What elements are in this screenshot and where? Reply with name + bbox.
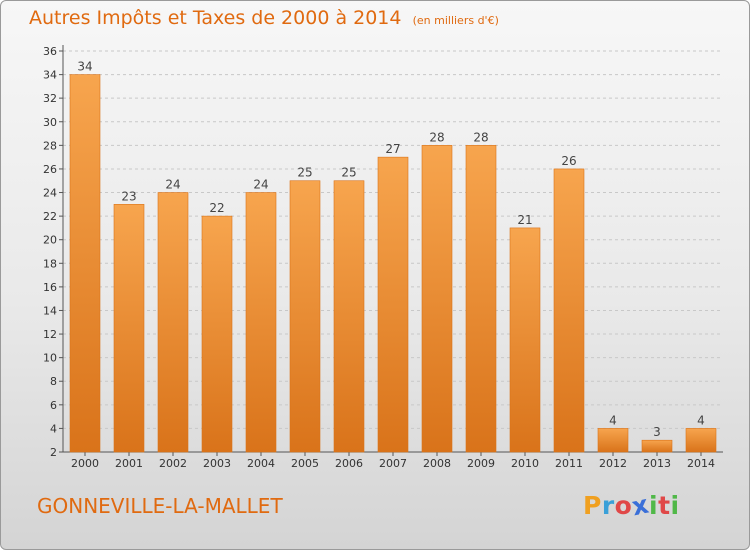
value-label-2003: 22 [209,201,224,215]
y-tick-label: 22 [43,210,57,223]
y-tick-label: 26 [43,163,57,176]
x-tick-label-2009: 2009 [467,457,495,470]
chart-title: Autres Impôts et Taxes de 2000 à 2014 [29,7,402,29]
y-tick-label: 30 [43,116,57,129]
bar-2010 [509,227,541,453]
y-tick-label: 16 [43,281,57,294]
bar-2007 [377,156,409,453]
logo-letter: r [601,491,615,520]
logo-letter: i [649,491,659,520]
value-label-2012: 4 [609,413,617,427]
bar-2003 [201,215,233,453]
y-tick-label: 6 [50,399,57,412]
logo-letter: i [670,491,680,520]
x-tick-label-2013: 2013 [643,457,671,470]
bar-2001 [113,204,145,453]
x-tick-label-2012: 2012 [599,457,627,470]
bar-2005 [289,180,321,453]
y-tick-label: 24 [43,187,57,200]
logo-letter: P [583,491,602,520]
bar-2006 [333,180,365,453]
commune-name: GONNEVILLE-LA-MALLET [37,494,283,518]
y-tick-label: 36 [43,45,57,58]
value-label-2011: 26 [561,154,576,168]
y-tick-label: 2 [50,446,57,459]
bar-2000 [69,74,101,453]
value-label-2008: 28 [429,130,444,144]
logo-letter: o [614,491,633,520]
value-label-2002: 24 [165,178,180,192]
proxiti-logo[interactable]: Proxiti [583,490,680,522]
y-tick-label: 18 [43,257,57,270]
value-label-2009: 28 [473,130,488,144]
bar-2009 [465,145,497,453]
title-block: Autres Impôts et Taxes de 2000 à 2014 (e… [29,7,499,29]
bar-2014 [685,428,717,453]
value-label-2010: 21 [517,213,532,227]
y-tick-label: 8 [50,375,57,388]
x-tick-label-2011: 2011 [555,457,583,470]
value-label-2004: 24 [253,178,268,192]
y-tick-label: 28 [43,139,57,152]
x-tick-label-2007: 2007 [379,457,407,470]
y-tick-label: 34 [43,69,57,82]
value-label-2000: 34 [77,60,92,74]
bar-2011 [553,168,585,453]
bars [69,74,717,453]
value-label-2007: 27 [385,142,400,156]
x-tick-label-2004: 2004 [247,457,275,470]
x-tick-label-2003: 2003 [203,457,231,470]
y-tick-label: 4 [50,422,57,435]
bar-2002 [157,192,189,453]
y-tick-label: 12 [43,328,57,341]
x-tick-label-2010: 2010 [511,457,539,470]
x-tick-label-2000: 2000 [71,457,99,470]
value-label-2014: 4 [697,413,705,427]
value-label-2006: 25 [341,166,356,180]
y-tick-label: 10 [43,352,57,365]
y-tick-label: 32 [43,92,57,105]
x-tick-label-2008: 2008 [423,457,451,470]
x-tick-label-2005: 2005 [291,457,319,470]
bar-2013 [641,439,673,453]
x-tick-label-2014: 2014 [687,457,715,470]
bar-2004 [245,192,277,453]
y-tick-label: 20 [43,234,57,247]
x-tick-label-2002: 2002 [159,457,187,470]
value-label-2005: 25 [297,166,312,180]
x-tick-label-2006: 2006 [335,457,363,470]
logo-letter: t [658,491,671,520]
y-tick-label: 14 [43,304,57,317]
x-tick-label-2001: 2001 [115,457,143,470]
value-label-2001: 23 [121,189,136,203]
value-label-2013: 3 [653,425,661,439]
chart-subtitle: (en milliers d'€) [412,14,499,27]
bar-2012 [597,428,629,453]
bar-2008 [421,145,453,453]
